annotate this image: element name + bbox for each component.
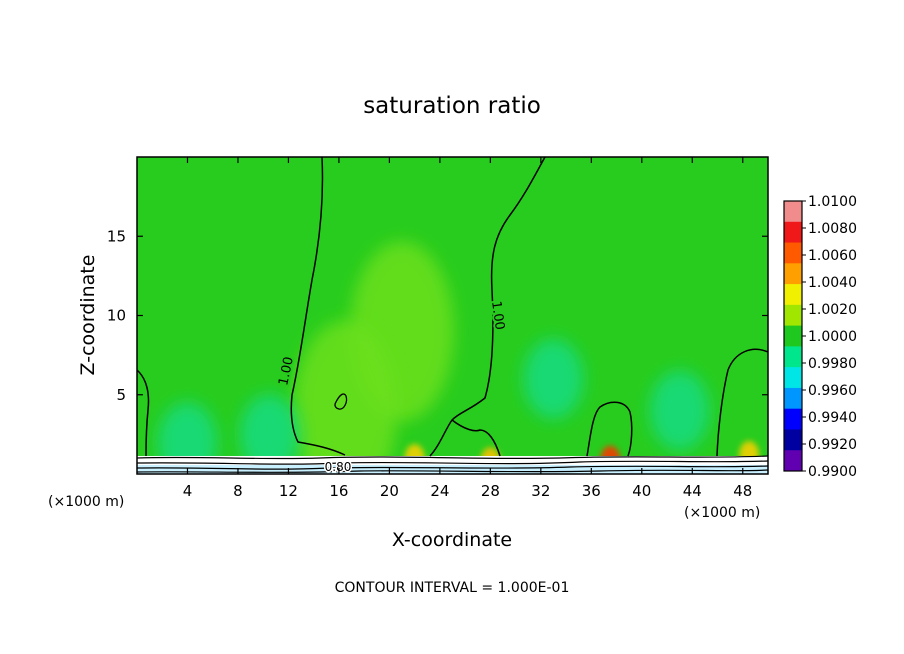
contour-line-1 — [290, 157, 346, 456]
colorbar-swatch — [784, 325, 802, 347]
feature-moist-plume-1 — [293, 320, 398, 474]
colorbar-swatch — [784, 284, 802, 306]
colorbar-label: 1.0080 — [808, 221, 857, 237]
y-axis-label: Z-coordinate — [77, 255, 99, 376]
x-tick-label: 8 — [233, 482, 243, 500]
contour-dome-48 — [716, 348, 768, 457]
feature-dry-zone-9 — [649, 370, 710, 451]
colorbar-label: 1.0100 — [808, 194, 857, 210]
colorbar-swatch — [784, 201, 802, 223]
colorbar-label: 0.9900 — [808, 464, 857, 480]
x-unit-right: (×1000 m) — [684, 505, 760, 521]
colorbar-label: 1.0060 — [808, 248, 857, 264]
colorbar-label: 0.9980 — [808, 356, 857, 372]
colorbar-label: 0.9940 — [808, 410, 857, 426]
contour-labels: 1.00 1.00 0.80 — [274, 298, 509, 475]
y-tick-label: 10 — [107, 307, 126, 325]
colorbar-swatch — [784, 242, 802, 264]
feature-dry-zone-7 — [239, 394, 300, 474]
colorbar-swatch — [784, 346, 802, 368]
x-tick-label: 36 — [582, 482, 601, 500]
x-tick-label: 16 — [329, 482, 348, 500]
colorbar-swatch — [784, 367, 802, 389]
colorbar-swatch — [784, 304, 802, 327]
colorbar-swatch — [784, 387, 802, 410]
colorbar-swatch — [784, 263, 802, 285]
colorbar-label: 0.9920 — [808, 437, 857, 453]
contour-dome-37 — [586, 401, 633, 457]
y-tick-label: 5 — [116, 386, 126, 404]
surface-contour-3 — [137, 465, 768, 470]
contour-label-right: 1.00 — [488, 300, 507, 331]
contour-label-surface: 0.80 — [325, 460, 352, 474]
colorbar-label: 1.0020 — [808, 302, 857, 318]
y-tick-label: 15 — [107, 227, 126, 245]
surface-band-white — [137, 456, 768, 465]
x-axis-label: X-coordinate — [392, 529, 512, 551]
x-tick-label: 32 — [531, 482, 550, 500]
contour-loop-left — [137, 369, 150, 457]
plot-area — [137, 157, 768, 474]
colorbar-label: 1.0040 — [808, 275, 857, 291]
x-tick-label: 4 — [183, 482, 193, 500]
contour-line-3 — [451, 419, 501, 457]
x-tick-label: 12 — [279, 482, 298, 500]
contour-loop-small — [334, 393, 348, 410]
surface-contour-2 — [137, 460, 768, 465]
colorbar-label: 0.9960 — [808, 383, 857, 399]
colorbar-swatch — [784, 429, 802, 451]
y-axis: 5 10 15 — [107, 227, 768, 404]
x-tick-label: 44 — [683, 482, 702, 500]
colorbar-label: 1.0000 — [808, 329, 857, 345]
x-tick-label: 20 — [380, 482, 399, 500]
x-axis: 4 8 12 16 20 24 28 32 36 40 44 48 — [183, 157, 752, 500]
chart-title: saturation ratio — [363, 93, 541, 119]
colorbar-swatch — [784, 221, 802, 244]
surface-band-blue — [137, 465, 768, 474]
colorbar: 1.0100 1.0080 1.0060 1.0040 1.0020 1.0000 0.99… — [783, 194, 857, 480]
surface-contour-1 — [137, 455, 768, 460]
surface-contour-4 — [137, 469, 768, 473]
contour-interval-note: CONTOUR INTERVAL = 1.000E-01 — [335, 580, 570, 596]
feature-dry-zone-8 — [523, 338, 584, 419]
colorbar-swatch — [784, 450, 802, 472]
x-tick-label: 24 — [430, 482, 449, 500]
x-tick-label: 40 — [632, 482, 651, 500]
x-tick-label: 28 — [481, 482, 500, 500]
colorbar-swatch — [784, 408, 802, 430]
x-unit-left: (×1000 m) — [48, 494, 124, 510]
x-tick-label: 48 — [733, 482, 752, 500]
